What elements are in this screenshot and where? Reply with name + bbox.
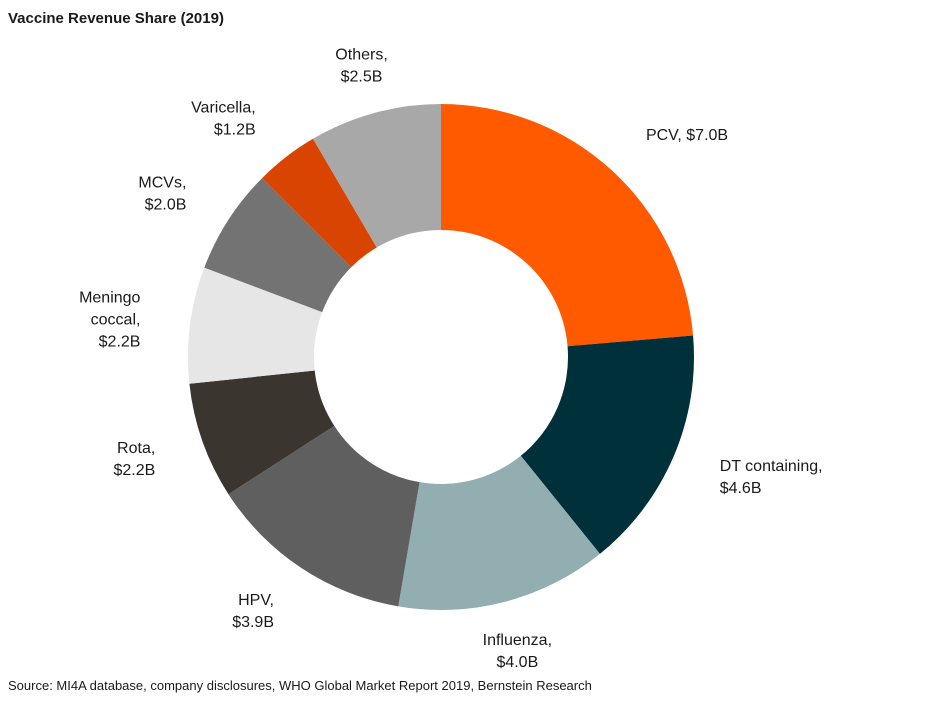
slice-label-rota: Rota, $2.2B [113, 440, 155, 479]
slice-label-others: Others, $2.5B [335, 47, 387, 86]
slice-others [312, 104, 441, 248]
slice-label-pcv: PCV, $7.0B [646, 127, 728, 144]
slice-mcvs [204, 178, 352, 313]
slice-label-hpv: HPV, $3.9B [232, 592, 274, 631]
slice-influenza [398, 455, 600, 610]
slice-label-meningococcal: Meningo coccal, $2.2B [79, 290, 140, 351]
slice-pcv [441, 104, 694, 347]
source-note: Source: MI4A database, company disclosur… [8, 678, 592, 693]
slice-rota [189, 370, 335, 495]
slice-dt-containing [520, 335, 694, 554]
chart-title: Vaccine Revenue Share (2019) [8, 10, 224, 27]
slice-label-mcvs: MCVs, $2.0B [138, 175, 186, 214]
slice-label-varicella: Varicella, $1.2B [191, 99, 256, 138]
slice-label-dt-containing: DT containing, $4.6B [720, 458, 823, 497]
slice-label-influenza: Influenza, $4.0B [483, 632, 552, 671]
slice-hpv [228, 425, 420, 607]
slice-varicella [262, 138, 377, 268]
slice-meningococcal [188, 267, 323, 384]
